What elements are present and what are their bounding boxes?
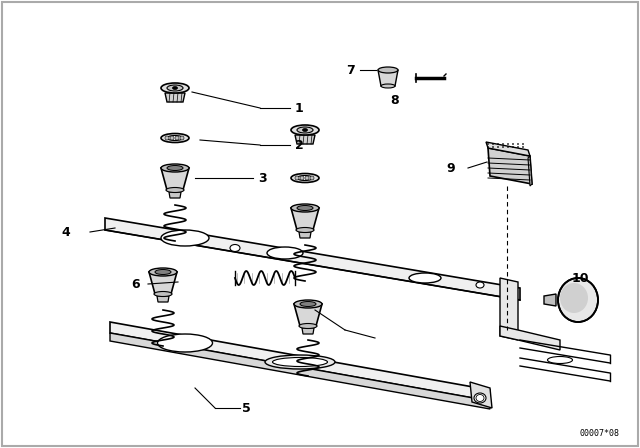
- Ellipse shape: [267, 247, 303, 259]
- Polygon shape: [500, 278, 518, 340]
- Polygon shape: [157, 296, 169, 302]
- Polygon shape: [528, 156, 532, 186]
- Polygon shape: [105, 218, 520, 300]
- Text: 2: 2: [295, 138, 304, 151]
- Ellipse shape: [299, 323, 317, 328]
- Ellipse shape: [492, 143, 494, 145]
- Ellipse shape: [378, 67, 398, 73]
- Ellipse shape: [300, 302, 316, 306]
- Ellipse shape: [161, 164, 189, 172]
- Ellipse shape: [180, 136, 184, 140]
- Ellipse shape: [291, 204, 319, 212]
- Ellipse shape: [161, 83, 189, 93]
- Polygon shape: [299, 232, 311, 238]
- Polygon shape: [165, 93, 185, 102]
- Ellipse shape: [294, 300, 322, 308]
- Ellipse shape: [497, 143, 499, 145]
- Ellipse shape: [230, 245, 240, 251]
- Ellipse shape: [512, 143, 514, 145]
- Ellipse shape: [409, 273, 441, 283]
- Polygon shape: [486, 142, 530, 156]
- Text: 10: 10: [572, 271, 589, 284]
- Ellipse shape: [166, 188, 184, 193]
- Ellipse shape: [476, 282, 484, 288]
- Polygon shape: [110, 333, 490, 409]
- Polygon shape: [295, 135, 315, 144]
- Ellipse shape: [295, 176, 299, 180]
- Ellipse shape: [517, 146, 519, 148]
- Ellipse shape: [487, 143, 489, 145]
- Polygon shape: [544, 294, 556, 306]
- Ellipse shape: [303, 129, 307, 132]
- Ellipse shape: [558, 278, 598, 322]
- Polygon shape: [169, 192, 181, 198]
- Ellipse shape: [476, 395, 484, 401]
- Polygon shape: [500, 326, 560, 350]
- Ellipse shape: [149, 268, 177, 276]
- Ellipse shape: [497, 146, 499, 148]
- Ellipse shape: [296, 228, 314, 233]
- Polygon shape: [488, 148, 532, 184]
- Ellipse shape: [487, 146, 489, 148]
- Ellipse shape: [522, 143, 524, 145]
- Polygon shape: [291, 208, 319, 230]
- Polygon shape: [302, 328, 314, 334]
- Ellipse shape: [512, 146, 514, 148]
- Ellipse shape: [517, 143, 519, 145]
- Polygon shape: [110, 322, 490, 401]
- Ellipse shape: [167, 85, 183, 91]
- Ellipse shape: [560, 283, 588, 313]
- Ellipse shape: [167, 165, 183, 171]
- Text: 00007*08: 00007*08: [580, 429, 620, 438]
- Ellipse shape: [474, 393, 486, 403]
- Text: 3: 3: [258, 172, 267, 185]
- Ellipse shape: [161, 230, 209, 246]
- Ellipse shape: [502, 146, 504, 148]
- Polygon shape: [294, 304, 322, 326]
- Ellipse shape: [547, 357, 573, 363]
- Polygon shape: [161, 168, 189, 190]
- Text: 8: 8: [390, 94, 399, 107]
- Polygon shape: [470, 382, 492, 408]
- Ellipse shape: [305, 176, 309, 180]
- Polygon shape: [149, 272, 177, 294]
- Ellipse shape: [291, 173, 319, 182]
- Ellipse shape: [273, 358, 328, 366]
- Ellipse shape: [300, 176, 304, 180]
- Ellipse shape: [291, 125, 319, 135]
- Text: 7: 7: [346, 64, 355, 77]
- Ellipse shape: [165, 136, 169, 140]
- Ellipse shape: [265, 355, 335, 369]
- Text: 4: 4: [61, 225, 70, 238]
- Ellipse shape: [170, 136, 174, 140]
- Ellipse shape: [502, 143, 504, 145]
- Ellipse shape: [167, 135, 183, 141]
- Ellipse shape: [507, 143, 509, 145]
- Ellipse shape: [154, 292, 172, 297]
- Ellipse shape: [297, 206, 313, 211]
- Ellipse shape: [492, 146, 494, 148]
- Ellipse shape: [175, 136, 179, 140]
- Ellipse shape: [297, 176, 313, 181]
- Ellipse shape: [297, 127, 313, 133]
- Text: 1: 1: [295, 102, 304, 115]
- Ellipse shape: [381, 84, 395, 88]
- Text: 6: 6: [131, 277, 140, 290]
- Text: 5: 5: [242, 401, 251, 414]
- Ellipse shape: [161, 134, 189, 142]
- Ellipse shape: [155, 270, 171, 275]
- Ellipse shape: [507, 146, 509, 148]
- Text: 9: 9: [446, 161, 455, 175]
- Ellipse shape: [522, 146, 524, 148]
- Ellipse shape: [310, 176, 314, 180]
- Ellipse shape: [173, 86, 177, 90]
- Polygon shape: [378, 70, 398, 86]
- Ellipse shape: [157, 334, 212, 352]
